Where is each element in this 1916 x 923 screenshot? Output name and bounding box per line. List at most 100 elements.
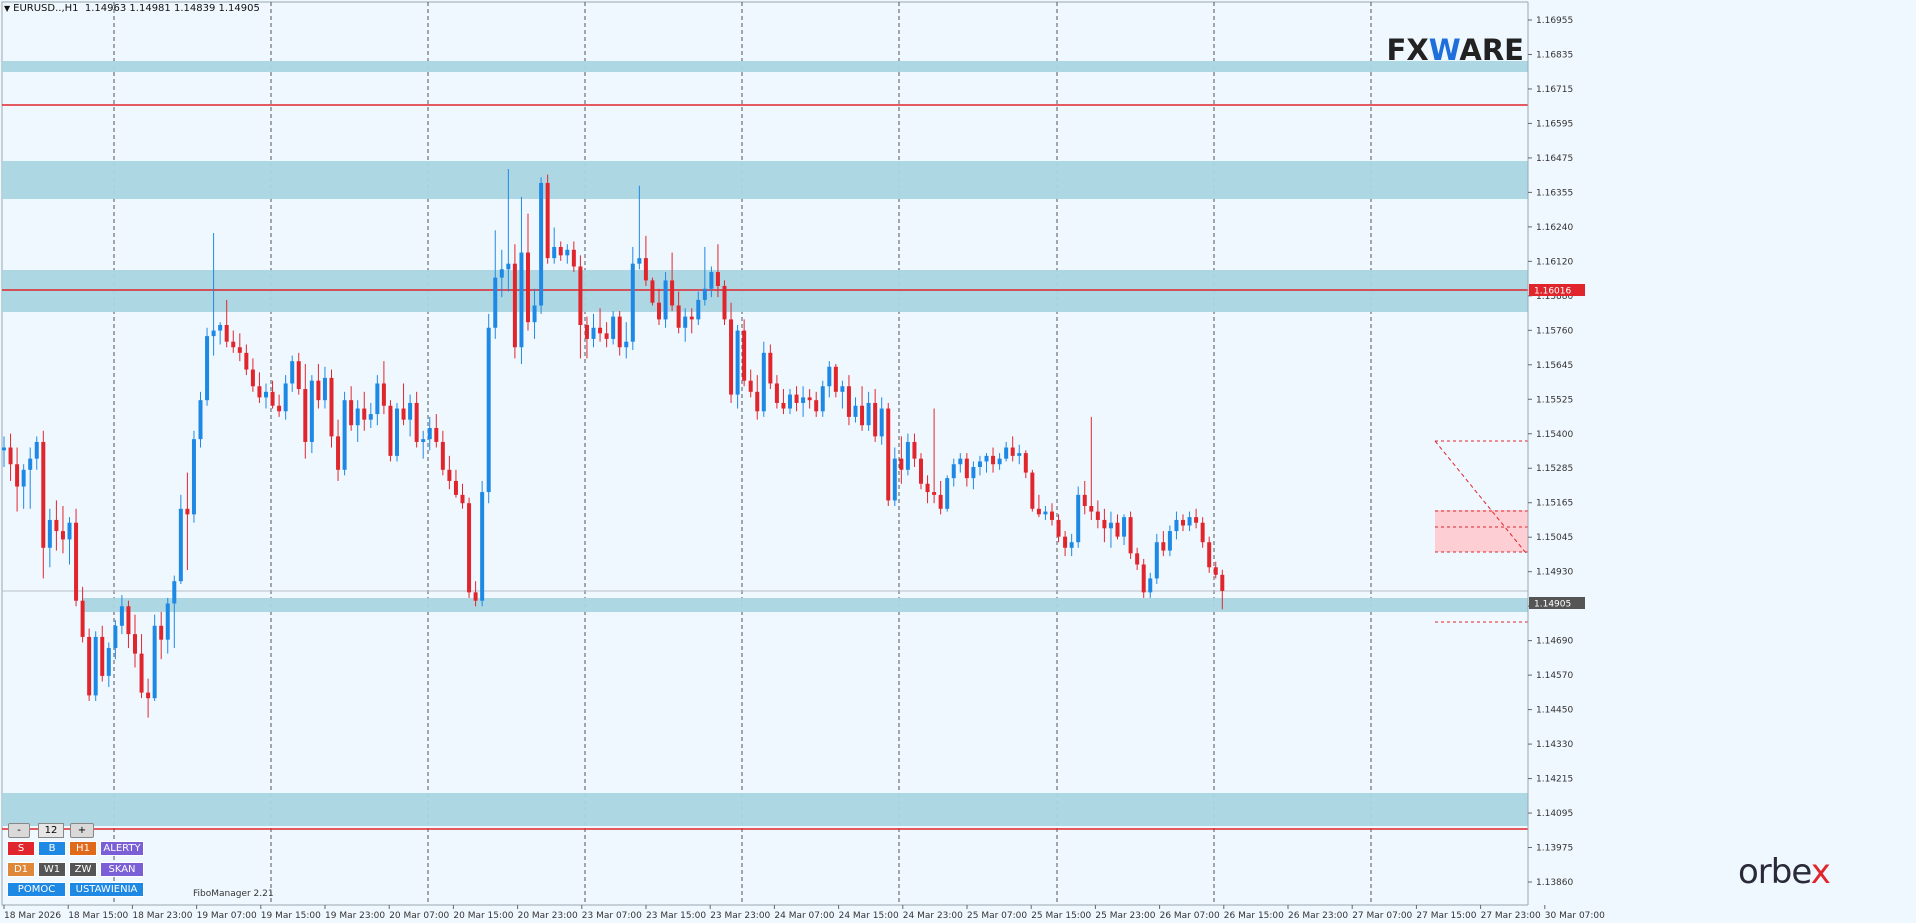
candle-body (1174, 519, 1179, 532)
price-tick-label: 1.15285 (1536, 464, 1573, 474)
price-tick-label: 1.15880 (1536, 292, 1573, 302)
alerts-button[interactable]: ALERTY (100, 841, 144, 856)
settings-button[interactable]: USTAWIENIA (69, 882, 144, 897)
symbol-label: EURUSD..,H1 (13, 3, 79, 14)
w1-button[interactable]: W1 (38, 862, 66, 877)
time-tick-label: 19 Mar 07:00 (197, 911, 257, 921)
candle-body (1030, 472, 1035, 509)
candle-body (8, 447, 13, 465)
candle-body (1043, 511, 1048, 515)
price-tick-label: 1.15645 (1536, 361, 1573, 371)
candle-body (735, 330, 740, 395)
candle-body (925, 483, 930, 493)
candle-body (663, 280, 668, 320)
candle-body (1095, 511, 1100, 520)
price-tick-label: 1.14450 (1536, 706, 1573, 716)
zoom-out-button[interactable]: - (8, 823, 30, 838)
sr-zone (82, 598, 1675, 612)
candle-body (1010, 447, 1015, 456)
candle-body (277, 405, 282, 412)
candle-body (47, 519, 52, 548)
candle-body (912, 441, 917, 459)
candle-body (1148, 578, 1153, 593)
zoom-level: 12 (38, 823, 64, 838)
candle-body (794, 394, 799, 403)
sell-button[interactable]: S (7, 841, 35, 856)
candle-body (205, 336, 210, 401)
time-tick-label: 23 Mar 23:00 (710, 911, 770, 921)
triangle-down-icon[interactable]: ▼ (4, 4, 11, 13)
zw-button[interactable]: ZW (69, 862, 97, 877)
candle-body (657, 302, 661, 320)
candle-body (886, 408, 891, 501)
candle-body (28, 458, 33, 470)
time-axis: 18 Mar 2026 18 Mar 15:00 18 Mar 23:00 19 Ma… (3, 905, 1605, 921)
buy-button[interactable]: B (38, 841, 66, 856)
candle-body (1161, 542, 1166, 551)
candle-body (349, 400, 354, 426)
candle-body (742, 330, 747, 381)
candle-body (303, 389, 308, 442)
candle-body (421, 439, 426, 442)
scan-button[interactable]: SKAN (100, 862, 144, 877)
candle-body (486, 327, 491, 493)
candle-body (211, 330, 216, 337)
candle-body (879, 408, 884, 437)
price-tick-label: 1.16240 (1536, 223, 1573, 233)
candle-body (866, 402, 871, 426)
candle-body (709, 272, 714, 289)
candle-body (598, 327, 603, 334)
candle-body (100, 636, 105, 676)
candle-body (971, 467, 976, 479)
time-tick-label: 23 Mar 07:00 (582, 911, 642, 921)
price-tick-label: 1.13975 (1536, 844, 1573, 854)
time-tick-label: 19 Mar 23:00 (325, 911, 385, 921)
candle-body (60, 531, 65, 540)
candle-body (93, 636, 98, 696)
candle-body (565, 249, 570, 256)
candle-body (146, 692, 151, 699)
price-tick-label: 1.16715 (1536, 85, 1573, 95)
price-tick-label: 1.14570 (1536, 671, 1573, 681)
candle-body (788, 394, 792, 409)
candle-body (748, 380, 753, 392)
candle-body (401, 408, 406, 420)
candle-body (1135, 553, 1140, 565)
candle-body (1167, 531, 1172, 551)
candle-body (624, 341, 629, 348)
candle-body (558, 246, 563, 256)
candle-body (67, 522, 72, 540)
time-tick-label: 26 Mar 07:00 (1160, 911, 1220, 921)
current-price-tag (1529, 597, 1585, 609)
time-tick-label: 27 Mar 07:00 (1352, 911, 1412, 921)
time-tick-label: 27 Mar 15:00 (1416, 911, 1476, 921)
candle-body (165, 603, 170, 640)
zoom-in-button[interactable]: + (70, 823, 94, 838)
candle-body (807, 397, 812, 401)
candle-body (892, 458, 897, 501)
candle-body (480, 492, 485, 601)
time-tick-label: 20 Mar 15:00 (453, 911, 513, 921)
candle-body (322, 377, 327, 401)
price-tick-label: 1.15165 (1536, 499, 1573, 509)
h1-button[interactable]: H1 (69, 841, 97, 856)
candle-body (467, 503, 472, 593)
candle-body (905, 441, 910, 470)
candle-body (814, 400, 819, 412)
help-button[interactable]: POMOC (7, 882, 66, 897)
candle-body (1181, 519, 1185, 526)
candle-body (74, 522, 79, 601)
candle-body (984, 455, 989, 462)
candle-body (224, 324, 229, 342)
candle-body (1069, 542, 1074, 548)
time-tick-label: 19 Mar 15:00 (261, 911, 321, 921)
price-tick-label: 1.14215 (1536, 775, 1573, 785)
candle-body (1213, 567, 1218, 575)
price-tick-label: 1.16120 (1536, 257, 1573, 267)
time-tick-label: 30 Mar 07:00 (1545, 911, 1605, 921)
fxware-logo: FXWARE (1386, 33, 1524, 67)
time-tick-label: 20 Mar 23:00 (518, 911, 578, 921)
d1-button[interactable]: D1 (7, 862, 35, 877)
